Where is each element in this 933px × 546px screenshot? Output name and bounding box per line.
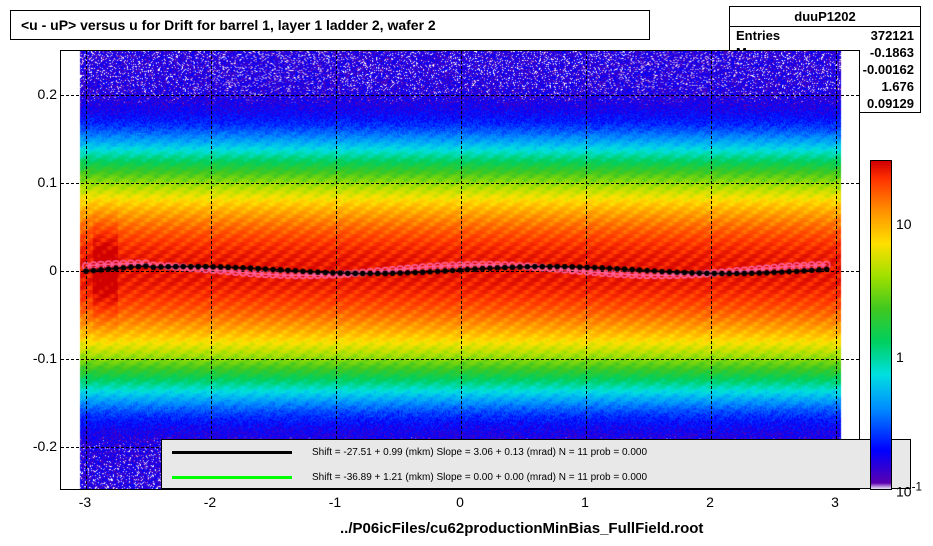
x-tick-label: -1: [329, 494, 341, 510]
colorbar: [870, 160, 892, 490]
x-tick-label: 1: [581, 494, 589, 510]
y-tick-label: 0: [49, 262, 57, 278]
fit-legend: Shift = -27.51 + 0.99 (mkm) Slope = 3.06…: [161, 439, 911, 489]
x-tick-label: -2: [204, 494, 216, 510]
y-tick-label: -0.1: [33, 350, 57, 366]
heatmap-layer: [61, 51, 859, 489]
legend-text: Shift = -36.89 + 1.21 (mkm) Slope = 0.00…: [312, 472, 647, 483]
y-tick-label: 0.1: [38, 174, 57, 190]
y-tick-label: -0.2: [33, 438, 57, 454]
x-tick-label: 2: [706, 494, 714, 510]
colorbar-tick: 10: [896, 216, 912, 232]
chart-title: <u - uP> versus u for Drift for barrel 1…: [10, 10, 650, 40]
plot-area: Shift = -27.51 + 0.99 (mkm) Slope = 3.06…: [60, 50, 860, 490]
x-tick-label: 0: [456, 494, 464, 510]
legend-row: Shift = -36.89 + 1.21 (mkm) Slope = 0.00…: [162, 465, 910, 490]
colorbar-tick: 10-1: [896, 481, 922, 500]
y-tick-label: 0.2: [38, 86, 57, 102]
file-path-label: ../P06icFiles/cu62productionMinBias_Full…: [340, 520, 703, 537]
stats-row: Entries372121: [730, 27, 920, 44]
colorbar-tick: 1: [896, 349, 904, 365]
stats-name: duuP1202: [730, 7, 920, 27]
x-tick-label: -3: [79, 494, 91, 510]
x-tick-label: 3: [831, 494, 839, 510]
legend-line: [172, 476, 292, 479]
legend-row: Shift = -27.51 + 0.99 (mkm) Slope = 3.06…: [162, 440, 910, 465]
legend-text: Shift = -27.51 + 0.99 (mkm) Slope = 3.06…: [312, 447, 647, 458]
legend-line: [172, 451, 292, 454]
